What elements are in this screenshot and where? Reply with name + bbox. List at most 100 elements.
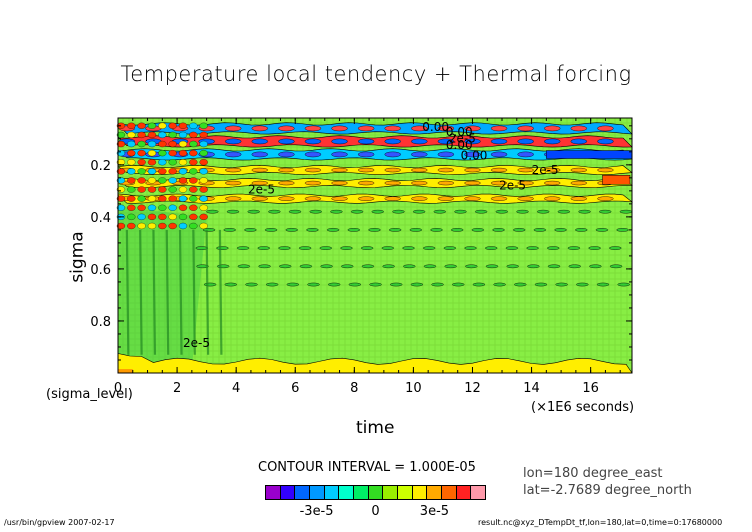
cell bbox=[534, 282, 548, 287]
y-tick-label: 0.2 bbox=[90, 159, 111, 174]
band-cell bbox=[437, 151, 455, 158]
cell bbox=[147, 122, 157, 129]
cell bbox=[257, 246, 270, 250]
cell bbox=[199, 159, 208, 166]
longitude-info: lon=180 degree_east bbox=[523, 466, 663, 481]
cell bbox=[307, 282, 320, 287]
cell bbox=[168, 177, 177, 184]
cell bbox=[495, 209, 509, 214]
cell bbox=[168, 222, 177, 230]
cell bbox=[137, 195, 146, 202]
band-cell bbox=[464, 138, 481, 145]
contour-label: 0.00 bbox=[461, 149, 488, 163]
cell bbox=[409, 228, 423, 232]
band-cell bbox=[331, 138, 348, 145]
cell bbox=[516, 209, 529, 214]
cell bbox=[609, 246, 622, 250]
cell bbox=[326, 228, 340, 232]
cell bbox=[285, 228, 298, 232]
cell bbox=[554, 228, 567, 232]
cell bbox=[189, 131, 198, 139]
cell bbox=[189, 149, 198, 157]
cell bbox=[127, 159, 136, 166]
cell bbox=[178, 168, 188, 175]
band-strong bbox=[602, 174, 631, 185]
band-cell bbox=[490, 151, 508, 158]
cell bbox=[127, 131, 136, 139]
cell bbox=[116, 204, 126, 211]
cell bbox=[527, 264, 540, 269]
cell bbox=[576, 282, 589, 287]
cell bbox=[298, 246, 312, 250]
cell bbox=[474, 209, 488, 214]
band-cell bbox=[278, 151, 295, 158]
cell bbox=[619, 209, 633, 214]
band-cell bbox=[517, 196, 534, 201]
cell bbox=[206, 209, 219, 214]
cell bbox=[452, 282, 465, 287]
cell bbox=[127, 186, 136, 193]
colorbar-cell bbox=[310, 486, 325, 499]
x-tick-label: 6 bbox=[291, 381, 299, 396]
cell bbox=[514, 282, 527, 287]
colorbar-tick-label: -3e-5 bbox=[299, 504, 334, 519]
band-cell bbox=[597, 138, 614, 145]
x-tick-label: 12 bbox=[464, 381, 481, 396]
band-cell bbox=[357, 180, 375, 186]
cell bbox=[505, 246, 519, 250]
cell bbox=[264, 228, 278, 232]
cell bbox=[402, 246, 415, 250]
band-cell bbox=[517, 180, 534, 186]
footer-program-date: /usr/bin/gpview 2007-02-17 bbox=[4, 518, 115, 527]
band-cell bbox=[464, 151, 481, 158]
band-cell bbox=[411, 125, 428, 132]
colorbar-cell bbox=[427, 486, 443, 499]
cell bbox=[116, 195, 126, 202]
cell bbox=[158, 195, 167, 202]
band-cell bbox=[490, 138, 508, 145]
cell bbox=[288, 209, 302, 214]
cell bbox=[588, 246, 601, 250]
contour-label: 2e-5 bbox=[449, 132, 476, 146]
cell bbox=[127, 204, 136, 211]
x-tick-label: 2 bbox=[173, 381, 181, 396]
cell bbox=[158, 204, 167, 211]
band-cell bbox=[357, 167, 375, 173]
colorbar-cell bbox=[471, 486, 486, 499]
cell bbox=[189, 159, 198, 166]
band-cell bbox=[490, 167, 508, 173]
cell bbox=[137, 186, 146, 193]
streak bbox=[178, 229, 183, 355]
band-cell bbox=[225, 196, 242, 201]
cell bbox=[599, 209, 612, 214]
band-cell bbox=[331, 180, 348, 186]
cell bbox=[216, 246, 229, 250]
cell bbox=[158, 168, 167, 175]
cell bbox=[168, 122, 177, 129]
cell bbox=[127, 213, 136, 221]
colorbar-cell bbox=[266, 486, 281, 499]
cell bbox=[589, 264, 602, 269]
streak bbox=[218, 229, 223, 355]
cell bbox=[168, 140, 177, 148]
band-cell bbox=[278, 125, 295, 132]
cell bbox=[286, 282, 300, 287]
cell bbox=[147, 140, 157, 148]
cell bbox=[189, 222, 198, 230]
cell bbox=[158, 159, 167, 166]
cell bbox=[493, 282, 506, 287]
cell bbox=[299, 264, 313, 269]
x-tick-label: 8 bbox=[350, 381, 358, 396]
cell bbox=[158, 186, 167, 193]
band-cell bbox=[517, 138, 534, 145]
band-cell bbox=[437, 180, 455, 186]
cell bbox=[578, 209, 591, 214]
band-cell bbox=[304, 138, 322, 145]
band-cell bbox=[331, 125, 348, 132]
cell bbox=[127, 140, 136, 148]
x-tick-label: 0 bbox=[114, 381, 122, 396]
cell bbox=[320, 264, 333, 269]
band-cell bbox=[357, 151, 375, 158]
colorbar-cell bbox=[398, 486, 413, 499]
cell bbox=[178, 140, 188, 148]
